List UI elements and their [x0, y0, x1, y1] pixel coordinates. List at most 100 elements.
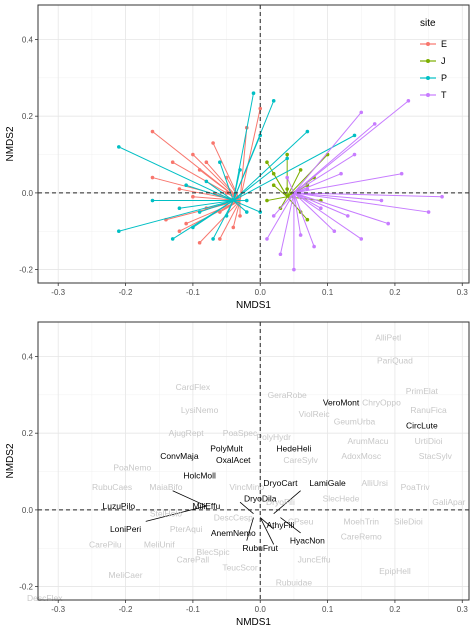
x-tick-label: -0.2	[119, 605, 133, 614]
data-point	[406, 99, 411, 103]
data-point	[258, 133, 263, 138]
spider-segment	[232, 200, 248, 213]
species-label: PoaTriv	[401, 482, 431, 492]
spider-segment	[179, 200, 234, 209]
species-label: HolcMoll	[183, 470, 216, 480]
spider-segment	[286, 177, 295, 194]
spider-segment	[226, 192, 241, 201]
legend-label: J	[441, 56, 446, 66]
data-point	[359, 110, 364, 115]
y-tick-label: -0.2	[19, 266, 33, 275]
data-point	[352, 152, 357, 157]
data-point	[298, 233, 303, 237]
data-point	[440, 194, 444, 199]
spider-segment	[233, 200, 261, 213]
data-point	[339, 171, 343, 176]
species-label: AthyFili	[267, 520, 295, 530]
spider-segment	[293, 123, 376, 194]
spider-segment	[219, 200, 241, 240]
spider-segment	[293, 192, 429, 213]
data-point	[271, 183, 276, 188]
data-point	[184, 183, 188, 188]
data-point	[271, 99, 276, 103]
species-label: UrtiDioi	[415, 436, 443, 446]
x-tick-label: 0.0	[255, 288, 267, 297]
species-label: GaliApar	[432, 497, 465, 507]
spider-segment	[199, 200, 234, 213]
data-point	[170, 160, 175, 165]
data-point	[224, 191, 229, 195]
leader-line	[259, 517, 274, 530]
spider-segment	[293, 192, 389, 225]
data-point	[265, 237, 269, 241]
legend-key-point	[426, 76, 430, 80]
data-point	[204, 179, 209, 184]
x-tick-label: 0.0	[255, 605, 267, 614]
spider-segment	[239, 108, 261, 201]
x-tick-label: -0.3	[51, 605, 65, 614]
spider-segment	[293, 192, 348, 217]
data-point	[197, 210, 202, 214]
data-point	[386, 221, 390, 226]
species-label: PolyMult	[210, 444, 243, 454]
leader-line	[259, 517, 275, 545]
data-point	[379, 198, 384, 203]
spider-segment	[293, 112, 362, 194]
x-tick-label: -0.2	[119, 288, 133, 297]
x-tick-label: 0.3	[457, 288, 469, 297]
data-point	[224, 214, 229, 218]
spider-segment	[293, 192, 315, 247]
legend-key-point	[426, 59, 430, 63]
species-label: MeliCaer	[109, 570, 143, 580]
data-point	[191, 194, 195, 199]
data-point	[177, 206, 182, 211]
data-point	[265, 198, 269, 203]
y-tick-label: 0.4	[22, 353, 34, 362]
data-point	[184, 221, 188, 226]
spider-segment	[199, 200, 241, 244]
data-point	[305, 217, 310, 222]
species-label: VincMino	[229, 482, 264, 492]
spider-segment	[286, 196, 308, 221]
species-label: MiliEffu	[193, 501, 221, 511]
data-point	[218, 210, 222, 214]
species-label: AlliUrsi	[361, 478, 388, 488]
data-point	[305, 129, 310, 134]
species-label: ChryOppo	[362, 398, 401, 408]
legend-label: E	[441, 39, 447, 49]
spider-segment	[293, 192, 382, 202]
spider-segment	[226, 200, 234, 217]
species-label: ArumMacu	[347, 436, 388, 446]
data-point	[312, 244, 316, 249]
spider-segment	[293, 154, 355, 194]
spider-segment	[199, 169, 241, 201]
data-point	[117, 229, 121, 234]
species-label: OxalAcet	[216, 455, 251, 465]
species-label: LysiNemo	[181, 405, 219, 415]
x-tick-label: -0.3	[51, 288, 65, 297]
spider-segment	[118, 200, 234, 232]
data-point	[211, 141, 215, 145]
data-point	[150, 129, 155, 134]
species-label: HyacNon	[290, 536, 325, 546]
data-point	[258, 210, 263, 214]
spider-segment	[233, 134, 355, 201]
spider-segment	[273, 184, 288, 198]
data-point	[426, 210, 431, 214]
data-point	[399, 171, 404, 176]
spider-segment	[293, 192, 302, 236]
species-label: MeliUnif	[144, 539, 175, 549]
data-point	[204, 160, 209, 165]
data-point	[251, 91, 256, 95]
data-point	[345, 214, 350, 218]
data-point	[117, 145, 121, 149]
legend-key-point	[426, 93, 430, 97]
y-tick-label: 0.4	[22, 36, 34, 45]
x-tick-label: -0.1	[186, 288, 200, 297]
species-label: AlliPetl	[375, 332, 401, 342]
spider-segment	[212, 200, 234, 240]
data-point	[271, 171, 276, 176]
data-point	[238, 214, 242, 218]
data-point	[285, 152, 289, 157]
